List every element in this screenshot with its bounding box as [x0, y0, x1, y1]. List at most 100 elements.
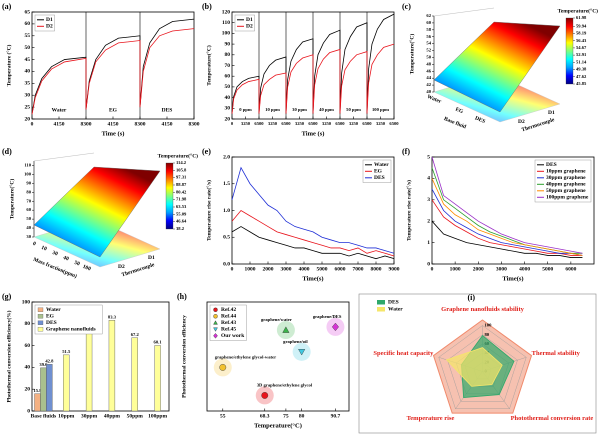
grid-ring	[438, 325, 527, 409]
x-tick-label: 4150	[54, 121, 65, 127]
legend-label: 40ppm graphene	[546, 182, 586, 188]
bar	[63, 354, 70, 412]
colorbar-tick-label: 51.14	[576, 59, 587, 64]
series-line	[31, 18, 195, 115]
legend-swatch	[37, 307, 44, 312]
legend-swatch	[377, 307, 385, 312]
bar	[154, 345, 161, 412]
z-tick-label: 50	[26, 216, 31, 221]
y-tick-label: 120	[222, 9, 231, 15]
x-tick-label: EG	[454, 106, 464, 115]
segment-label: DES	[162, 107, 173, 113]
x-axis-label: Time (s)	[102, 130, 125, 137]
x-tick-label: 100ppm	[148, 413, 167, 419]
x-tick-label: 3250	[349, 121, 359, 126]
x-tick-label: 68.3	[260, 413, 270, 419]
y-tick-label: 5	[427, 154, 430, 160]
bar-value-label: 39.6	[39, 362, 48, 367]
panel-label: (c)	[402, 2, 411, 11]
series-line	[231, 226, 395, 260]
z-tick-label: 80	[26, 189, 31, 194]
x-tick-label: 8000	[371, 266, 382, 272]
x-tick-label: 0	[431, 266, 434, 272]
x-tick-label: 30	[51, 250, 59, 258]
series-area	[445, 347, 503, 387]
legend-label: D1	[246, 17, 253, 23]
point-label: graphene/oil	[283, 339, 308, 344]
y-tick-label: D2	[118, 264, 125, 270]
x-tick-label: 50ppm	[127, 413, 144, 419]
x-tick-label: 40	[62, 255, 70, 263]
panel-label: (g)	[2, 292, 12, 301]
colorbar	[165, 162, 174, 230]
y-tick-label: 30	[225, 106, 231, 112]
z-tick-label: 42	[426, 82, 431, 87]
x-tick-label: DES	[474, 115, 486, 125]
point-label: graphene/ethylene glycol-water	[215, 354, 276, 359]
segment-label: 100 ppm	[372, 107, 389, 112]
y-tick-label: 0	[27, 408, 30, 414]
z-axis-label: Temperature(°C)	[408, 34, 415, 75]
bar-value-label: 67.2	[131, 332, 140, 337]
panel-label: (e)	[202, 147, 211, 156]
x-tick-label: 2000	[473, 266, 484, 272]
y-axis-label: Photothermal conversion efficiency	[181, 315, 187, 398]
y-tick-label: D2	[518, 119, 525, 125]
y-tick-label: 40	[25, 69, 31, 75]
x-tick-label: 30ppm	[81, 413, 98, 419]
series-line	[31, 28, 195, 115]
bar	[85, 328, 93, 412]
y-tick-label: D1	[148, 255, 155, 261]
legend-swatch	[377, 300, 385, 305]
x-tick-label: 6000	[565, 266, 576, 272]
colorbar	[565, 17, 574, 85]
y-axis-label: Photothermal conversion efficiency(%)	[5, 310, 12, 402]
legend-box	[34, 304, 103, 335]
z-tick-label: 30	[26, 234, 31, 239]
r-tick-label: 80	[485, 332, 490, 337]
y-tick-label: 0.0	[223, 261, 230, 267]
point-label: 3D graphene/ethylene glycol	[257, 382, 313, 387]
legend-label: 10ppm graphene	[546, 169, 586, 175]
y-tick-label: 50	[225, 84, 231, 90]
y-tick-label: 4	[427, 176, 430, 182]
x-tick-label: 55	[220, 413, 226, 419]
z-tick-label: 40	[426, 89, 431, 94]
z-tick-label: 44	[426, 75, 431, 80]
segment-label: EG	[109, 107, 118, 113]
panel-label: (f)	[402, 147, 410, 156]
colorbar-title: Temperature(°C)	[558, 7, 599, 14]
segment-label: 40 ppm	[319, 107, 334, 112]
colorbar-tick-label: 54.67	[576, 45, 587, 50]
x-tick-label: Base fluids	[31, 413, 57, 419]
x-tick-label: 8300	[189, 121, 200, 127]
bar	[131, 337, 138, 412]
y-tick-label: 20	[225, 116, 231, 122]
x-tick-label: 7000	[353, 266, 364, 272]
r-tick-label: 100	[485, 323, 493, 328]
segment-label: 10 ppm	[265, 107, 280, 112]
legend-swatch	[213, 320, 218, 325]
z-tick-label: 40	[26, 225, 31, 230]
legend-label: D2	[46, 24, 53, 30]
y-tick-label: 60	[25, 343, 31, 349]
colorbar-tick-label: 58.19	[576, 31, 587, 36]
y-axis-label: Temperature (°C)	[5, 44, 12, 86]
x-tick-label: 3250	[241, 121, 251, 126]
y-tick-label: 90	[225, 41, 231, 47]
x-axis-label: Temperature(°C)	[254, 422, 302, 429]
series-line	[231, 166, 395, 254]
z-axis-label: Temperature(°C)	[8, 179, 15, 220]
legend-label: DES	[374, 175, 385, 181]
panel-label: (a)	[2, 2, 12, 11]
z-tick-label: 50	[426, 55, 431, 60]
x-tick-label: 3000	[281, 266, 292, 272]
x-tick-label: 3250	[268, 121, 278, 126]
x-tick-label: 6500	[281, 121, 291, 126]
axis-label: Specific heat capacity	[373, 350, 434, 357]
series-line	[431, 156, 583, 254]
z-tick-label: 62	[426, 13, 431, 18]
legend-label: Graphene nanofluids	[46, 327, 96, 333]
y-tick-label: 3	[427, 197, 430, 203]
y-tick-label: 80	[25, 321, 31, 327]
